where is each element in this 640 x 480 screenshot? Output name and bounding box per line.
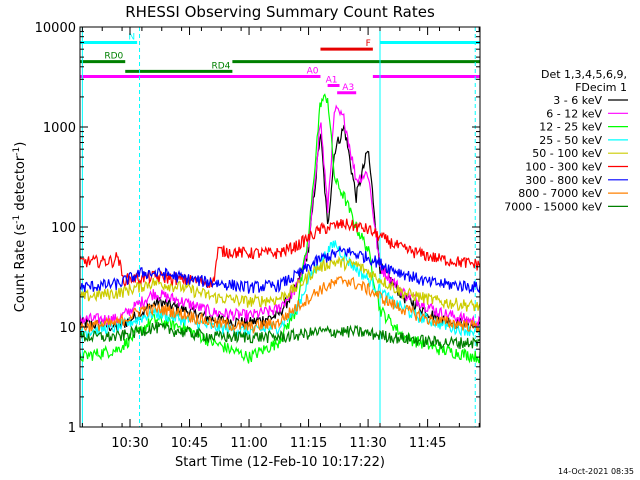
y-axis-label-sup2: -1 [12,147,22,156]
annotation-label-a0: A0 [307,66,319,76]
annotation-label-a1: A1 [326,76,338,86]
legend-header-1: FDecim 1 [575,81,627,94]
legend-label: 7000 - 15000 keV [504,200,602,213]
legend-label: 300 - 800 keV [525,174,602,187]
series-line-6 [79,245,481,294]
y-axis-label-part3: ) [13,142,28,147]
y-axis-label: Count Rate (s-1 detector-1) [12,142,28,313]
x-tick-label: 10:30 [111,436,148,451]
x-tick-label: 11:00 [230,436,267,451]
legend-label: 50 - 100 keV [532,147,602,160]
footer-timestamp: 14-Oct-2021 08:35 [558,467,634,476]
y-tick-label: 10 [59,321,76,336]
x-axis-label: Start Time (12-Feb-10 10:17:22) [175,455,385,470]
legend-label: 3 - 6 keV [553,94,602,107]
series-layer [79,93,481,364]
series-line-7 [79,275,481,335]
y-tick-label: 1000 [43,121,76,136]
y-axis-label-sup1: -1 [12,215,22,224]
y-tick-label: 10000 [35,21,76,36]
y-axis-label-part1: Count Rate (s [13,224,28,313]
axis-layer: 1 10 100 1000 10000 10:30 10:45 11:00 11:15 11:30… [35,21,480,451]
chart-title: RHESSI Observing Summary Count Rates [125,3,435,21]
legend-label: 25 - 50 keV [539,134,602,147]
y-tick-label: 100 [51,221,76,236]
series-line-0 [79,124,481,333]
x-tick-label: 11:30 [349,436,386,451]
annotation-label-rd0: RD0 [104,52,123,62]
annotation-label-n: N [128,32,135,42]
legend-label: 100 - 300 keV [525,161,602,174]
annotation-layer: N F RD0 RD4 A0 A1 A3 [80,32,480,95]
series-line-8 [79,321,481,350]
legend-label: 800 - 7000 keV [518,187,602,200]
annotation-label-f: F [366,39,371,49]
legend-label: 6 - 12 keV [546,107,602,120]
legend-label: 12 - 25 keV [539,121,602,134]
legend-header-0: Det 1,3,4,5,6,9, [541,68,627,81]
series-line-4 [79,255,481,312]
annotation-label-rd4: RD4 [211,61,230,71]
annotation-label-a3: A3 [342,83,354,93]
x-tick-label: 10:45 [171,436,208,451]
x-tick-label: 11:45 [409,436,446,451]
y-axis-label-part2: detector [13,155,28,215]
y-tick-label: 1 [68,421,76,436]
x-tick-label: 11:15 [290,436,327,451]
